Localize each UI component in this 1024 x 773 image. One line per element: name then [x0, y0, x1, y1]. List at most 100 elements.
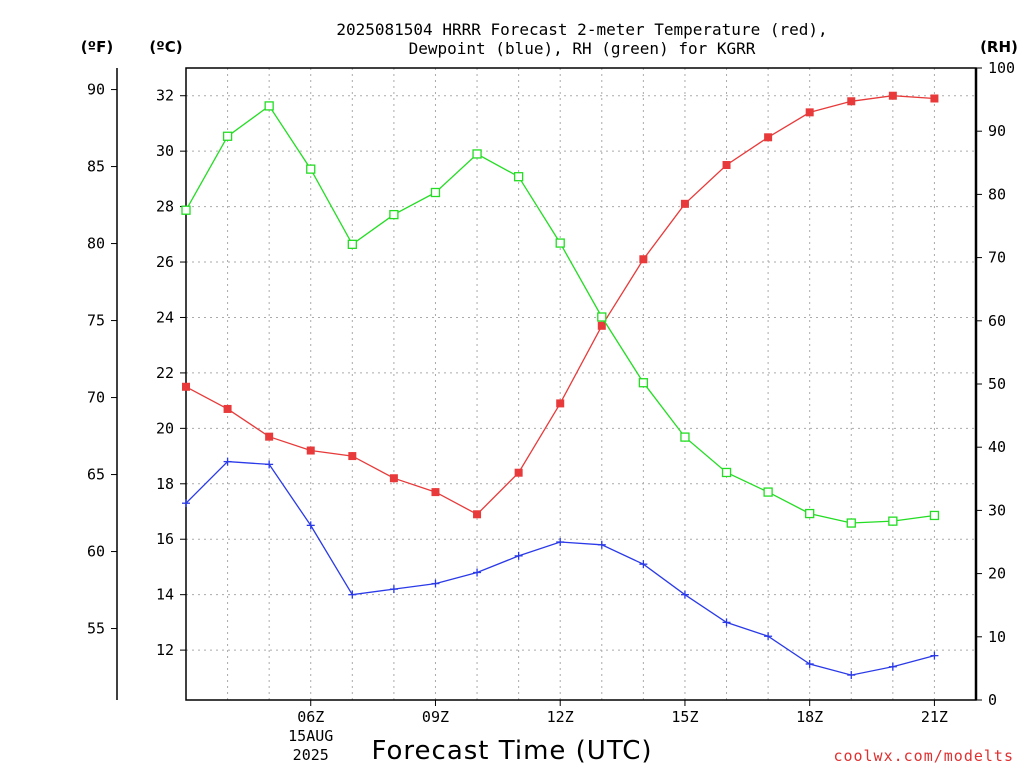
- temperature-point: [306, 446, 315, 455]
- x-tick-label: 06Z: [297, 708, 324, 726]
- temperature-point: [431, 488, 440, 497]
- rh-point: [430, 187, 441, 198]
- dewpoint-point: [805, 659, 814, 668]
- rh-tick-label: 70: [988, 249, 1006, 267]
- rh-tick-label: 80: [988, 185, 1006, 203]
- celsius-tick-label: 32: [156, 87, 174, 105]
- temperature-point: [930, 94, 939, 103]
- x-tick-label: 15Z: [671, 708, 698, 726]
- temperature-point: [639, 255, 648, 264]
- temperature-point: [514, 468, 523, 477]
- dewpoint-point: [930, 651, 939, 660]
- rh-point: [472, 149, 482, 159]
- rh-point: [638, 378, 649, 388]
- dewpoint-point: [764, 632, 773, 641]
- x-tick-label: 09Z: [422, 708, 449, 726]
- rh-tick-label: 60: [988, 312, 1006, 330]
- rh-tick-label: 100: [988, 59, 1015, 77]
- fahrenheit-axis-header: (ºF): [81, 38, 113, 56]
- celsius-tick-label: 26: [156, 253, 174, 271]
- x-tick-date-label: 15AUG: [288, 727, 333, 745]
- x-tick-label: 21Z: [921, 708, 948, 726]
- dewpoint-series-line: [185, 460, 935, 676]
- temperature-point: [182, 382, 190, 391]
- rh-point: [513, 172, 524, 182]
- fahrenheit-tick-label: 75: [87, 312, 105, 330]
- rh-point: [680, 432, 690, 442]
- celsius-tick-label: 22: [156, 364, 174, 382]
- rh-point: [389, 209, 399, 220]
- celsius-tick-label: 18: [156, 475, 174, 493]
- temperature-point: [805, 108, 814, 117]
- dewpoint-point: [722, 618, 731, 627]
- fahrenheit-tick-label: 85: [87, 158, 105, 176]
- fahrenheit-tick-label: 65: [87, 466, 105, 484]
- temperature-point: [389, 474, 398, 483]
- chart-title-line2: Dewpoint (blue), RH (green) for KGRR: [409, 39, 756, 58]
- x-axis-label: Forecast Time (UTC): [371, 736, 652, 766]
- rh-point: [222, 131, 233, 141]
- dewpoint-point: [680, 590, 689, 599]
- rh-point: [929, 510, 940, 521]
- rh-point: [888, 516, 898, 526]
- fahrenheit-tick-label: 70: [87, 389, 105, 407]
- dewpoint-point: [847, 671, 856, 680]
- temperature-point: [888, 91, 897, 100]
- rh-tick-label: 30: [988, 501, 1006, 519]
- axes-layer: [116, 67, 978, 701]
- rh-point: [555, 238, 565, 248]
- dewpoint-point: [223, 457, 232, 466]
- temperature-point: [847, 97, 856, 106]
- dewpoint-point: [431, 579, 440, 588]
- rh-point: [347, 239, 357, 249]
- rh-point: [805, 508, 815, 519]
- rh-tick-label: 50: [988, 375, 1006, 393]
- temperature-point: [265, 432, 274, 441]
- temperature-point: [473, 510, 482, 519]
- dewpoint-point: [639, 560, 648, 569]
- credit-text: coolwx.com/modelts: [833, 747, 1014, 765]
- x-tick-label: 18Z: [796, 708, 823, 726]
- celsius-tick-label: 24: [156, 308, 174, 326]
- dewpoint-point: [182, 499, 190, 508]
- celsius-tick-label: 28: [156, 198, 174, 216]
- celsius-tick-label: 12: [156, 641, 174, 659]
- dewpoint-point: [348, 590, 357, 599]
- fahrenheit-tick-label: 90: [87, 81, 105, 99]
- ticks-layer: 12 14 16 18 20 22 24 26 28 30 32 55 60 65 70 75 80 85 90 0 1…: [87, 59, 1015, 764]
- dewpoint-point: [306, 521, 315, 530]
- dewpoint-point: [265, 460, 274, 469]
- temperature-point: [556, 399, 565, 408]
- temperature-point: [680, 199, 689, 208]
- dewpoint-point: [389, 585, 398, 594]
- x-tick-year-label: 2025: [293, 746, 329, 764]
- chart-title-line1: 2025081504 HRRR Forecast 2-meter Tempera…: [336, 20, 827, 39]
- grid-layer: [186, 68, 976, 700]
- rh-point: [721, 467, 732, 478]
- rh-tick-label: 90: [988, 122, 1006, 140]
- dewpoint-point: [473, 568, 482, 577]
- rh-tick-label: 10: [988, 628, 1006, 646]
- temperature-point: [348, 452, 357, 461]
- dewpoint-point: [888, 662, 897, 671]
- celsius-tick-label: 14: [156, 586, 174, 604]
- plot-frame: [185, 67, 977, 701]
- x-tick-label: 12Z: [547, 708, 574, 726]
- rh-point: [846, 518, 856, 528]
- rh-point: [264, 101, 274, 111]
- dewpoint-point: [514, 551, 523, 560]
- rh-tick-label: 0: [988, 691, 997, 709]
- dewpoint-point: [556, 538, 565, 546]
- temperature-point: [764, 133, 773, 142]
- dewpoint-point: [597, 540, 606, 549]
- rh-point: [181, 205, 191, 215]
- temperature-point: [722, 161, 731, 170]
- series-layer: [181, 91, 940, 680]
- rh-point: [597, 312, 607, 322]
- fahrenheit-tick-label: 55: [87, 620, 105, 638]
- celsius-tick-label: 30: [156, 142, 174, 160]
- rh-point: [763, 487, 773, 497]
- celsius-axis-header: (ºC): [149, 38, 182, 56]
- fahrenheit-tick-label: 60: [87, 543, 105, 561]
